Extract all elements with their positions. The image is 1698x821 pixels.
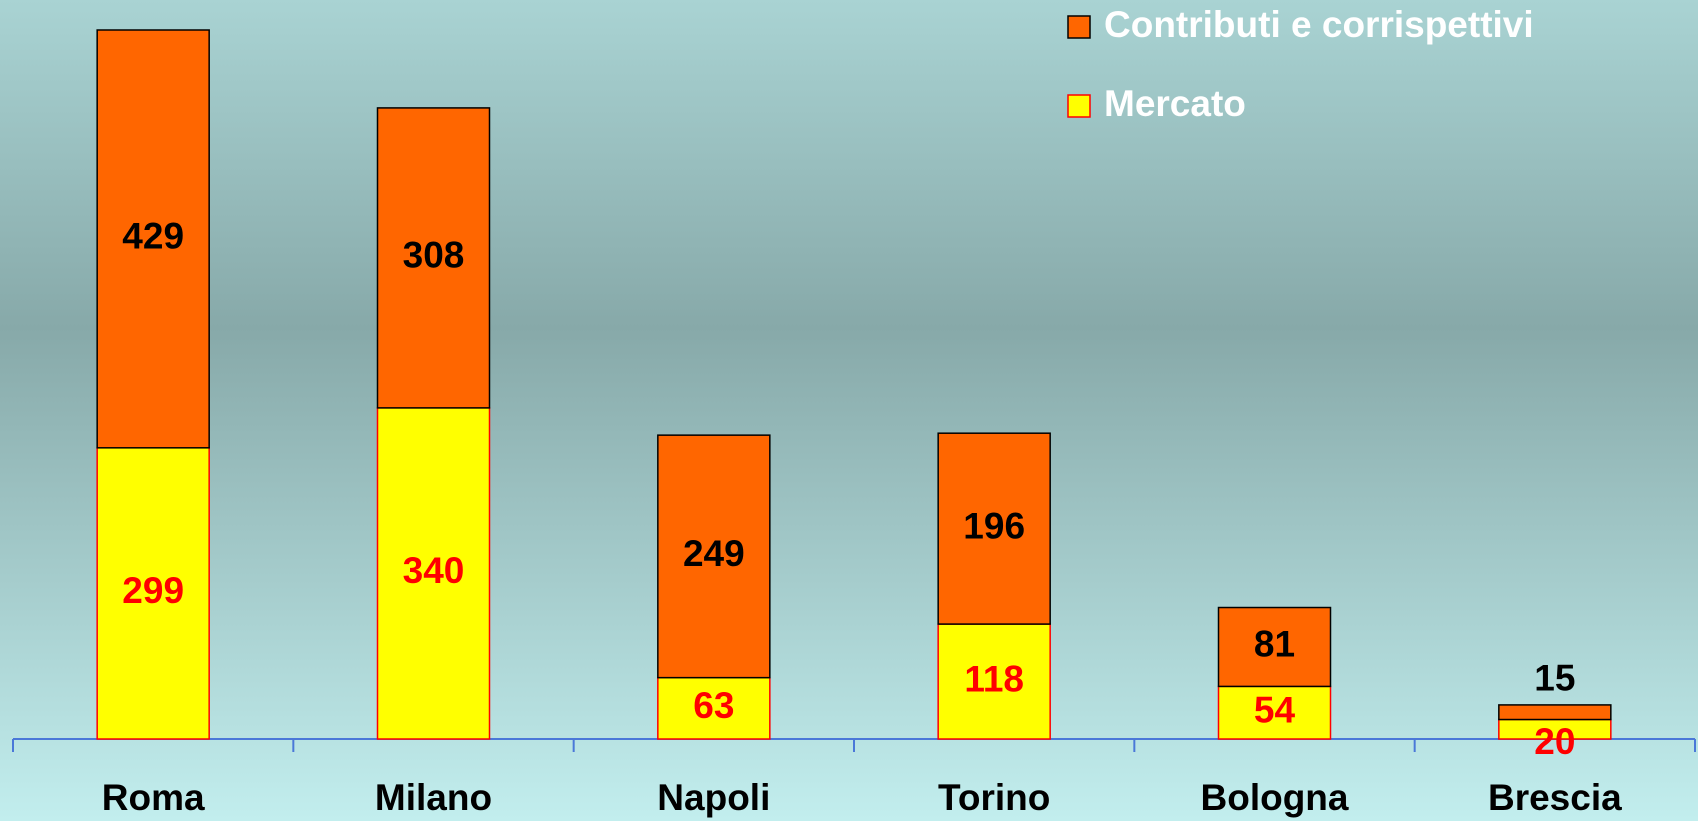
- x-tick-label: Brescia: [1488, 777, 1622, 818]
- bar-segment: [1498, 704, 1612, 721]
- data-label: 63: [693, 685, 734, 726]
- data-label: 308: [403, 235, 465, 276]
- data-label: 54: [1254, 689, 1296, 730]
- x-tick-label: Napoli: [657, 777, 770, 818]
- bar-segment: [376, 107, 491, 409]
- data-label: 15: [1534, 658, 1575, 699]
- bar-segment: [96, 447, 210, 740]
- x-tick-label: Roma: [102, 777, 205, 818]
- data-label: 429: [122, 216, 184, 257]
- legend-label: Contributi e corrispettivi: [1104, 4, 1534, 45]
- bar-segment: [937, 432, 1051, 625]
- data-label: 249: [683, 533, 745, 574]
- bar-segment: [1217, 606, 1332, 688]
- data-label: 20: [1534, 721, 1575, 762]
- bar-segment: [96, 29, 210, 449]
- bar-segment: [376, 407, 491, 740]
- data-label: 340: [403, 550, 465, 591]
- x-tick-label: Torino: [938, 777, 1050, 818]
- legend-swatch: [1067, 15, 1091, 39]
- bar-segment: [657, 676, 771, 740]
- legend-swatch: [1067, 94, 1091, 118]
- x-tick-label: Bologna: [1201, 777, 1349, 818]
- bar-segment: [657, 434, 771, 679]
- x-tick-label: Milano: [375, 777, 492, 818]
- data-label: 196: [963, 505, 1025, 546]
- data-label: 299: [122, 570, 184, 611]
- bar-segment: [1217, 685, 1332, 740]
- data-label: 118: [964, 658, 1024, 699]
- legend-label: Mercato: [1104, 83, 1246, 124]
- data-label: 81: [1254, 624, 1295, 665]
